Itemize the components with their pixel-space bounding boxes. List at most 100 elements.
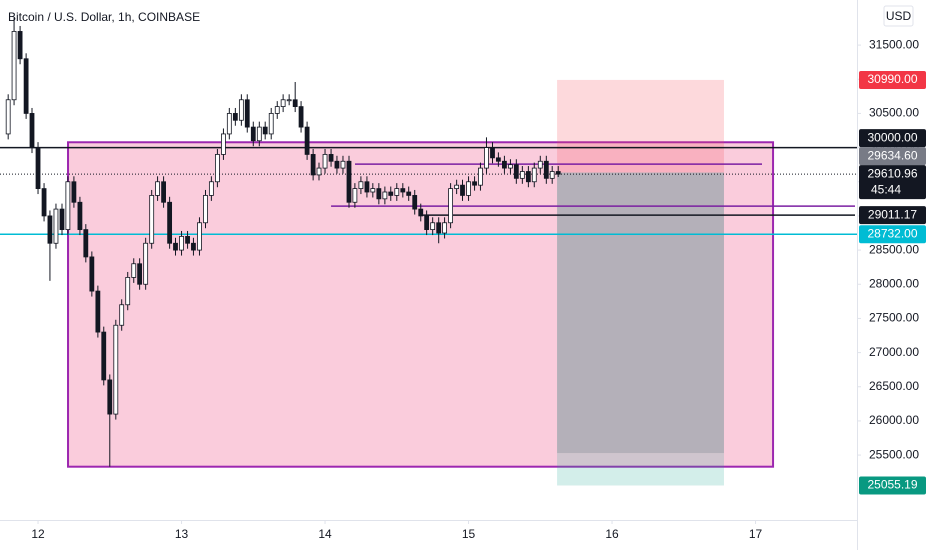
- y-tick-label: 30500.00: [869, 106, 919, 120]
- candle-body: [35, 147, 41, 189]
- price-label: 29634.60: [867, 148, 917, 162]
- candle-body: [358, 181, 364, 189]
- candle-body: [328, 154, 334, 162]
- candle-body: [412, 195, 418, 210]
- candle-body: [203, 195, 208, 224]
- candle-body: [274, 106, 280, 114]
- position-shade: [557, 172, 724, 454]
- candle-body: [340, 160, 346, 169]
- candle-body: [472, 181, 477, 186]
- currency-box[interactable]: [883, 5, 914, 27]
- y-tick-label: 26000.00: [869, 413, 919, 427]
- candle-body: [53, 208, 59, 244]
- candle-body: [191, 242, 196, 251]
- currency[interactable]: USD: [886, 9, 912, 23]
- candle-body: [268, 113, 274, 135]
- price-label-box: [859, 129, 926, 148]
- candle-body: [226, 113, 232, 135]
- candle-body: [430, 222, 436, 230]
- candle-body: [454, 184, 460, 189]
- y-tick-label: 25500.00: [869, 447, 919, 461]
- candle-body: [47, 215, 53, 244]
- price-label: 29011.17: [868, 207, 917, 221]
- stop-zone: [557, 79, 724, 173]
- candle-body: [280, 99, 286, 107]
- candle-body: [382, 191, 388, 200]
- candle-body: [388, 191, 394, 196]
- candle-body: [495, 157, 501, 162]
- candle-body: [304, 126, 310, 155]
- candle-body: [95, 290, 101, 333]
- candle-body: [197, 222, 202, 251]
- candle-body: [208, 181, 214, 196]
- candle-body: [334, 160, 340, 169]
- candle-body: [346, 160, 352, 203]
- y-tick-label: 27500.00: [869, 311, 919, 325]
- axes: 25500.00 26000.00 26500.00 27000.00 27500.00…: [31, 37, 926, 541]
- candle-body: [508, 164, 513, 169]
- candle-body: [525, 171, 531, 183]
- candle-body: [292, 99, 298, 107]
- candle-body: [149, 195, 155, 244]
- price-label: 30000.00: [867, 130, 917, 144]
- candle-body: [370, 188, 376, 193]
- candle-body: [221, 133, 226, 155]
- candle-body: [83, 229, 89, 258]
- price-label: 25055.19: [867, 478, 917, 492]
- candle-body: [519, 171, 525, 179]
- candle-body: [513, 164, 519, 179]
- x-tick-label: 14: [318, 527, 332, 541]
- price-label-box: [859, 225, 926, 244]
- candle-body: [161, 181, 166, 203]
- candle-body: [125, 277, 131, 306]
- y-tick-label: 28000.00: [869, 276, 919, 290]
- candle-body: [316, 167, 322, 176]
- candle-body: [256, 126, 262, 142]
- candle-body: [322, 154, 328, 169]
- price-label-box: [859, 476, 926, 495]
- candle-body: [376, 188, 382, 200]
- plot-area: [0, 17, 857, 486]
- candle-body: [215, 154, 220, 183]
- candle-body: [484, 147, 489, 169]
- y-tick-label: 31500.00: [869, 37, 919, 51]
- y-tick-label: 27000.00: [869, 345, 919, 359]
- candle-body: [185, 236, 190, 244]
- candle-body: [442, 222, 447, 234]
- price-label-box: [859, 70, 926, 89]
- candle-body: [89, 256, 95, 292]
- candle-body: [460, 184, 465, 196]
- candle-body: [119, 304, 125, 326]
- price-label: 28732.00: [867, 226, 917, 240]
- candle-body: [29, 113, 35, 148]
- y-tick-label: 26500.00: [869, 379, 919, 393]
- x-tick-label: 15: [462, 527, 476, 541]
- price-label-box: [859, 165, 926, 200]
- candle-body: [549, 171, 555, 179]
- candle-body: [107, 379, 113, 415]
- candle-body: [77, 201, 83, 230]
- candle-body: [179, 236, 184, 251]
- candle-body: [41, 188, 47, 217]
- candle-body: [543, 160, 549, 179]
- chart-title: Bitcoin / U.S. Dollar, 1h, COINBASE: [8, 10, 200, 24]
- candle-body: [71, 181, 77, 203]
- candle-body: [113, 324, 119, 415]
- price-label-box: [859, 147, 926, 166]
- candle-body: [394, 188, 400, 196]
- candle-body: [424, 215, 430, 230]
- candle-body: [59, 208, 65, 230]
- candle-body: [232, 113, 238, 121]
- candle-body: [364, 181, 370, 193]
- x-tick-label: 12: [31, 527, 45, 541]
- candle-body: [502, 160, 507, 169]
- candle-body: [173, 242, 178, 251]
- candle-body: [466, 181, 471, 196]
- candle-body: [244, 99, 250, 128]
- candle-body: [101, 331, 107, 381]
- price-label-box: [859, 206, 926, 225]
- candle-body: [143, 242, 149, 285]
- candle-body: [238, 99, 244, 121]
